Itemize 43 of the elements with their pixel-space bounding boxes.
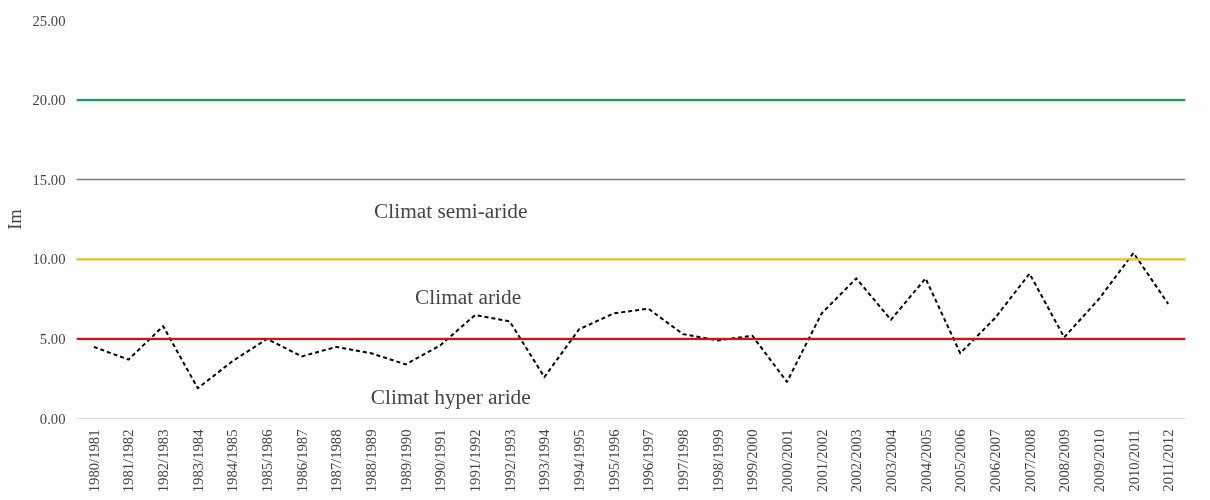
x-tick-label: 1980/1981 [85,429,102,493]
y-tick-label: 20.00 [32,92,66,109]
y-tick-label: 5.00 [39,330,66,347]
x-tick-label: 1987/1988 [328,429,345,493]
x-tick-label: 2006/2007 [986,429,1003,493]
y-axis-title: Im [3,208,25,230]
x-tick-label: 2010/2011 [1125,429,1142,492]
x-tick-label: 1995/1996 [605,429,622,493]
x-tick-label: 2002/2003 [848,429,865,493]
x-tick-label: 1989/1990 [397,429,414,493]
x-tick-label: 1994/1995 [571,429,588,493]
x-tick-label: 1998/1999 [709,429,726,493]
annotation: Climat hyper aride [370,384,531,409]
x-tick-label: 2008/2009 [1056,429,1073,493]
x-tick-label: 1982/1983 [155,429,172,493]
x-tick-label: 1986/1987 [293,429,310,493]
annotation: Climat semi-aride [374,198,528,223]
line-series [92,251,1170,390]
x-tick-label: 1996/1997 [640,429,657,493]
x-tick-label: 1992/1993 [501,429,518,493]
x-tick-label: 2007/2008 [1021,429,1038,493]
x-tick-label: 1981/1982 [120,429,137,493]
x-tick-label: 2000/2001 [778,429,795,493]
y-tick-label: 10.00 [32,251,66,268]
x-tick-label: 1988/1989 [363,429,380,493]
x-tick-label: 1990/1991 [432,429,449,493]
x-tick-label: 1993/1994 [536,428,553,493]
x-tick-label: 1999/2000 [744,429,761,493]
x-tick-label: 1991/1992 [467,429,484,493]
x-tick-label: 1997/1998 [674,429,691,493]
x-tick-label: 2009/2010 [1090,429,1107,493]
x-tick-label: 1985/1986 [259,429,276,493]
x-tick-label: 2005/2006 [952,429,969,493]
y-tick-label: 15.00 [32,171,66,188]
x-tick-label: 2004/2005 [917,429,934,493]
y-tick-label: 25.00 [32,12,66,29]
y-tick-label: 0.00 [39,410,66,427]
x-tick-label: 2011/2012 [1160,429,1177,492]
annotation: Climat aride [415,284,522,309]
x-tick-label: 2003/2004 [882,428,899,493]
x-tick-label: 1983/1984 [189,428,206,493]
x-tick-label: 1984/1985 [224,429,241,493]
x-tick-label: 2001/2002 [813,429,830,493]
